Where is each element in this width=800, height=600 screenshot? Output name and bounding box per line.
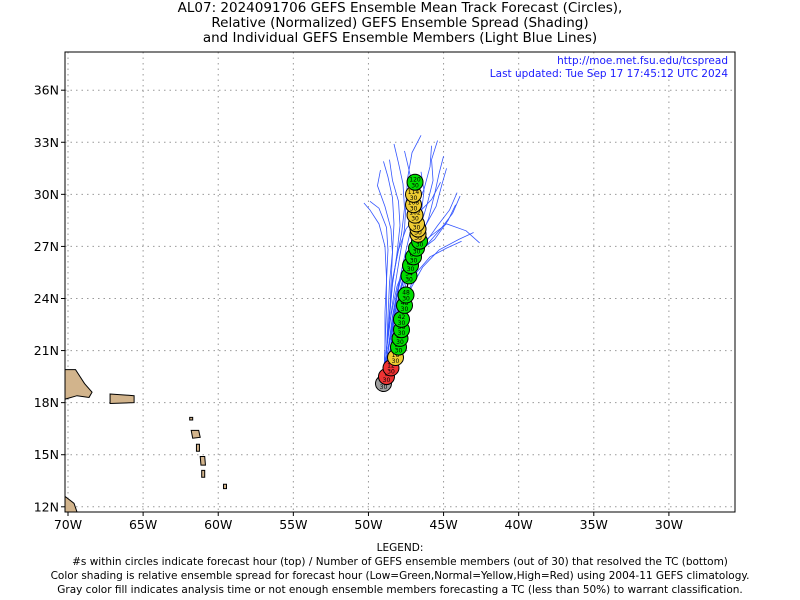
- legend-heading: LEGEND:: [376, 542, 424, 554]
- member-count-label: 30: [387, 368, 395, 375]
- member-count-label: 30: [401, 306, 409, 313]
- land-st-lucia: [201, 469, 206, 478]
- spread-circle: [406, 173, 424, 191]
- forecast-hour-label: 54: [405, 270, 413, 277]
- ensemble-member-track: [383, 145, 432, 384]
- forecast-hour-label: 18: [392, 352, 400, 359]
- land-hispaniola: [65, 369, 93, 400]
- title-line-3: and Individual GEFS Ensemble Members (Li…: [202, 30, 598, 46]
- lat-tick-label: 24N: [34, 291, 59, 306]
- source-url[interactable]: http://moe.met.fsu.edu/tcspread: [557, 55, 728, 67]
- ensemble-members: [363, 135, 480, 384]
- lon-tick-label: 65W: [129, 517, 157, 532]
- title-line-1: AL07: 2024091706 GEFS Ensemble Mean Trac…: [177, 0, 623, 16]
- land-layer: [65, 369, 227, 512]
- lat-tick-label: 36N: [34, 83, 59, 98]
- forecast-hour-label: 102: [409, 210, 421, 217]
- member-count-label: 30: [413, 224, 421, 231]
- member-count-label: 30: [396, 339, 404, 346]
- axis-labels: 12N 15N 18N 21N 24N 27N 30N 33N 36N 70W 65W 60W 55W 5…: [34, 83, 683, 532]
- mean-track: 0306301230183024303030363042304830483054…: [374, 173, 429, 393]
- legend-line-2: Color shading is relative ensemble sprea…: [50, 570, 750, 582]
- land-martinique: [199, 455, 207, 466]
- member-count-label: 30: [410, 205, 418, 212]
- member-count-label: 30: [410, 195, 418, 202]
- member-count-label: 30: [410, 257, 418, 264]
- member-count-label: 30: [407, 266, 415, 273]
- ensemble-member-track: [369, 200, 389, 384]
- lon-tick-label: 55W: [279, 517, 307, 532]
- lat-tick-label: 30N: [34, 187, 59, 202]
- spread-circle: [397, 286, 415, 304]
- plot-frame: [64, 51, 736, 513]
- member-count-label: 30: [383, 377, 391, 384]
- member-count-label: 30: [402, 296, 410, 303]
- legend-line-1: #s within circles indicate forecast hour…: [72, 556, 728, 568]
- forecast-hour-label: 48: [402, 290, 410, 297]
- land-puerto-rico: [109, 393, 135, 405]
- lon-tick-label: 45W: [429, 517, 457, 532]
- member-count-label: 30: [416, 242, 424, 249]
- member-count-label: 30: [380, 384, 388, 391]
- forecast-hour-label: 48: [401, 300, 409, 307]
- member-count-label: 30: [398, 320, 406, 327]
- lon-tick-label: 30W: [655, 517, 683, 532]
- last-updated: Last updated: Tue Sep 17 17:45:12 UTC 20…: [489, 68, 728, 80]
- track-map: 0306301230183024303030363042304830483054…: [34, 51, 736, 532]
- land-venezuela-coast: [65, 495, 78, 512]
- lat-tick-label: 27N: [34, 239, 59, 254]
- forecast-hour-label: 114: [408, 189, 420, 196]
- member-count-label: 30: [413, 249, 421, 256]
- member-count-label: 30: [414, 235, 422, 242]
- member-count-label: 30: [395, 348, 403, 355]
- lon-tick-label: 40W: [505, 517, 533, 532]
- forecast-hour-label: 12: [387, 362, 395, 369]
- member-count-label: 30: [398, 330, 406, 337]
- lat-tick-label: 12N: [34, 499, 59, 514]
- lon-tick-label: 50W: [354, 517, 382, 532]
- forecast-hour-label: 42: [398, 314, 406, 321]
- legend-line-3: Gray color fill indicates analysis time …: [57, 584, 743, 596]
- member-count-label: 30: [411, 216, 419, 223]
- lon-tick-label: 35W: [580, 517, 608, 532]
- land-dominica: [195, 443, 200, 452]
- lat-tick-label: 15N: [34, 447, 59, 462]
- member-count-label: 30: [414, 230, 422, 237]
- lon-tick-label: 70W: [54, 517, 82, 532]
- title-line-2: Relative (Normalized) GEFS Ensemble Spre…: [211, 15, 589, 31]
- land-barbados: [222, 483, 227, 490]
- lat-tick-label: 33N: [34, 135, 59, 150]
- forecast-hour-label: 120: [409, 177, 421, 184]
- member-count-label: 30: [392, 358, 400, 365]
- land-guadeloupe: [190, 429, 201, 439]
- lat-tick-label: 18N: [34, 395, 59, 410]
- ensemble-member-track: [363, 202, 387, 384]
- lat-tick-label: 21N: [34, 343, 59, 358]
- ensemble-member-track: [383, 159, 401, 384]
- member-count-label: 30: [411, 183, 419, 190]
- lon-tick-label: 60W: [204, 517, 232, 532]
- member-count-label: 30: [405, 276, 413, 283]
- land-antigua: [189, 416, 194, 421]
